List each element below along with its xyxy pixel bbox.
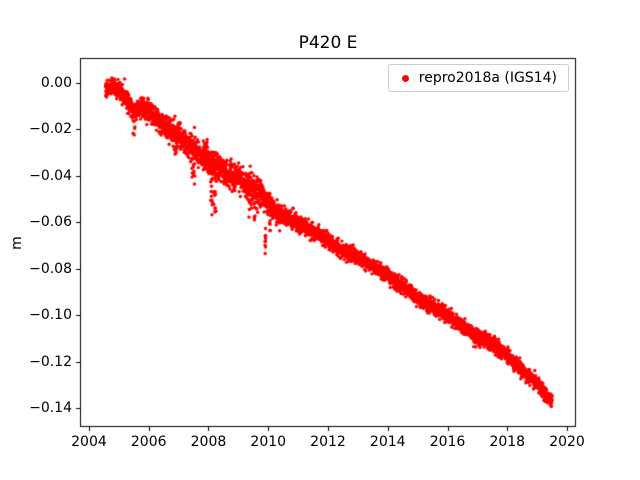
x-tick-label: 2020 xyxy=(549,434,585,450)
legend-label: repro2018a (IGS14) xyxy=(418,70,557,86)
x-tick-label: 2014 xyxy=(369,434,406,450)
y-tick-label: −0.12 xyxy=(29,353,72,370)
x-tick-label: 2016 xyxy=(429,434,466,450)
x-tick-label: 2018 xyxy=(489,434,526,450)
x-tick-label: 2010 xyxy=(250,434,287,450)
y-tick-label: −0.14 xyxy=(29,399,72,416)
plot-title: P420 E xyxy=(298,33,358,53)
y-tick-label: −0.06 xyxy=(29,214,72,231)
y-tick-label: −0.04 xyxy=(29,167,72,184)
x-tick-label: 2012 xyxy=(310,434,346,450)
y-tick-label: −0.02 xyxy=(29,121,72,138)
y-axis-label: m xyxy=(8,235,25,250)
x-tick-label: 2008 xyxy=(190,434,227,450)
legend: repro2018a (IGS14) xyxy=(387,64,569,92)
y-tick-label: −0.08 xyxy=(29,260,72,277)
y-tick-label: −0.10 xyxy=(29,307,72,324)
y-tick-label: 0.00 xyxy=(40,75,72,92)
legend-dot-marker-icon xyxy=(401,74,409,82)
x-tick-label: 2004 xyxy=(71,434,107,450)
x-tick-label: 2006 xyxy=(130,434,167,450)
